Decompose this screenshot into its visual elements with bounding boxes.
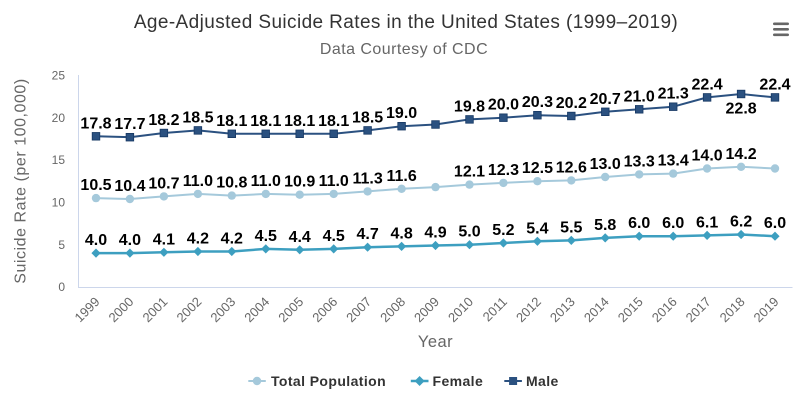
svg-text:11.0: 11.0: [183, 173, 213, 190]
svg-text:4.5: 4.5: [255, 228, 277, 245]
svg-text:15: 15: [52, 153, 66, 167]
svg-text:18.5: 18.5: [352, 109, 383, 126]
svg-text:19.8: 19.8: [454, 98, 485, 115]
svg-text:Suicide Rate (per 100,000): Suicide Rate (per 100,000): [13, 78, 30, 284]
svg-text:4.9: 4.9: [424, 225, 446, 242]
svg-text:6.0: 6.0: [662, 215, 684, 232]
svg-text:11.6: 11.6: [386, 168, 416, 185]
svg-text:Male: Male: [526, 373, 559, 389]
svg-text:22.4: 22.4: [759, 76, 790, 93]
svg-text:10: 10: [52, 196, 66, 210]
svg-text:18.1: 18.1: [318, 113, 349, 130]
svg-text:4.7: 4.7: [356, 226, 378, 243]
svg-text:11.0: 11.0: [319, 173, 349, 190]
svg-text:0: 0: [58, 280, 65, 294]
svg-text:22.8: 22.8: [726, 100, 757, 117]
svg-text:4.1: 4.1: [153, 231, 175, 248]
svg-text:25: 25: [52, 69, 66, 83]
svg-text:13.3: 13.3: [624, 153, 655, 170]
svg-text:20.2: 20.2: [556, 95, 587, 112]
svg-text:17.8: 17.8: [80, 115, 111, 132]
svg-text:10.5: 10.5: [80, 177, 111, 194]
svg-text:Data Courtesy of CDC: Data Courtesy of CDC: [320, 41, 488, 58]
svg-text:4.2: 4.2: [221, 231, 243, 248]
svg-text:11.0: 11.0: [251, 173, 281, 190]
svg-text:17.7: 17.7: [114, 116, 145, 133]
svg-text:4.2: 4.2: [187, 231, 209, 248]
svg-text:4.4: 4.4: [289, 229, 311, 246]
svg-text:4.0: 4.0: [85, 232, 107, 249]
svg-text:5.8: 5.8: [594, 217, 616, 234]
svg-text:4.5: 4.5: [323, 228, 345, 245]
svg-text:18.1: 18.1: [284, 113, 315, 130]
svg-text:10.7: 10.7: [148, 175, 179, 192]
svg-text:14.2: 14.2: [726, 146, 757, 163]
svg-text:22.4: 22.4: [692, 76, 723, 93]
svg-text:18.5: 18.5: [182, 109, 213, 126]
svg-text:4.0: 4.0: [119, 232, 141, 249]
svg-text:6.0: 6.0: [764, 215, 786, 232]
svg-text:13.0: 13.0: [590, 156, 621, 173]
svg-text:20.0: 20.0: [488, 97, 519, 114]
svg-text:5.2: 5.2: [492, 222, 514, 239]
svg-text:12.6: 12.6: [556, 159, 587, 176]
svg-text:10.8: 10.8: [216, 175, 247, 192]
svg-text:6.1: 6.1: [696, 214, 718, 231]
svg-text:18.1: 18.1: [250, 113, 281, 130]
svg-text:Total Population: Total Population: [271, 373, 386, 389]
svg-text:20.3: 20.3: [522, 94, 553, 111]
svg-text:6.0: 6.0: [628, 215, 650, 232]
svg-text:5.4: 5.4: [526, 220, 548, 237]
svg-text:5: 5: [58, 238, 65, 252]
svg-text:12.5: 12.5: [522, 160, 553, 177]
svg-text:21.3: 21.3: [658, 86, 689, 103]
svg-text:14.0: 14.0: [692, 148, 723, 165]
svg-text:5.0: 5.0: [458, 224, 480, 241]
svg-text:19.0: 19.0: [386, 105, 417, 122]
svg-text:12.1: 12.1: [454, 164, 485, 181]
svg-text:10.9: 10.9: [284, 174, 315, 191]
svg-text:18.2: 18.2: [148, 112, 179, 129]
svg-text:12.3: 12.3: [488, 162, 519, 179]
svg-text:10.4: 10.4: [114, 178, 145, 195]
svg-text:4.8: 4.8: [390, 225, 412, 242]
svg-text:21.0: 21.0: [624, 88, 655, 105]
svg-text:6.2: 6.2: [730, 214, 752, 231]
svg-text:20.7: 20.7: [590, 91, 621, 108]
svg-text:18.1: 18.1: [216, 113, 247, 130]
svg-text:Year: Year: [418, 333, 453, 351]
svg-text:Age-Adjusted Suicide Rates in: Age-Adjusted Suicide Rates in the United…: [134, 12, 678, 33]
svg-text:Female: Female: [433, 373, 484, 389]
svg-text:13.4: 13.4: [658, 153, 689, 170]
svg-text:20: 20: [52, 111, 66, 125]
svg-text:11.3: 11.3: [352, 170, 382, 187]
svg-text:5.5: 5.5: [560, 219, 582, 236]
